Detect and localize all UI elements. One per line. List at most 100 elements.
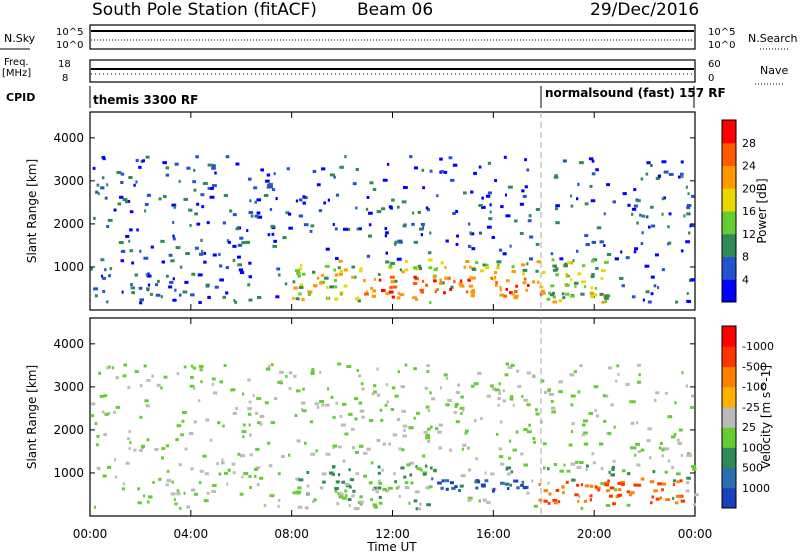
data-cell <box>463 265 466 269</box>
data-cell <box>204 472 209 476</box>
data-cell <box>96 434 100 438</box>
data-cell <box>401 448 405 452</box>
data-cell <box>336 502 340 506</box>
data-cell <box>115 405 121 409</box>
data-cell <box>490 472 495 476</box>
data-cell <box>417 210 421 214</box>
data-cell <box>361 387 365 391</box>
data-cell <box>362 279 366 283</box>
data-cell <box>690 278 696 282</box>
data-cell <box>222 295 226 299</box>
data-cell <box>372 487 376 491</box>
data-cell <box>507 487 510 491</box>
data-cell <box>169 280 174 284</box>
data-cell <box>92 166 96 170</box>
data-cell <box>430 425 433 429</box>
data-cell <box>567 261 571 265</box>
data-cell <box>639 213 642 217</box>
data-cell <box>493 488 496 492</box>
data-cell <box>577 272 582 276</box>
data-cell <box>184 447 188 451</box>
data-cell <box>368 481 373 485</box>
data-cell <box>272 244 278 248</box>
velocity-panel: 1000 2000 3000 4000 Slant Range [km] 1000 50… <box>25 317 774 517</box>
data-cell <box>430 466 433 470</box>
y-tick-label: 2000 <box>53 217 84 231</box>
data-cell <box>397 291 400 295</box>
data-cell <box>300 407 304 411</box>
data-cell <box>461 447 464 451</box>
data-cell <box>593 385 599 389</box>
data-cell <box>347 498 352 502</box>
data-cell <box>558 299 563 303</box>
data-cell <box>637 380 641 384</box>
data-cell <box>223 364 227 368</box>
colorbar-segment <box>722 165 736 189</box>
data-cell <box>366 447 371 451</box>
data-cell <box>104 412 109 416</box>
data-cell <box>147 272 150 276</box>
data-cell <box>607 432 612 436</box>
data-cell <box>417 264 422 268</box>
data-cell <box>452 211 456 215</box>
time-axis-labels: 00:00 04:00 08:00 12:00 16:00 20:00 00:00 <box>73 527 713 541</box>
data-cell <box>523 277 527 281</box>
data-cell <box>397 485 401 489</box>
data-cell <box>425 436 430 440</box>
data-cell <box>349 478 355 482</box>
data-cell <box>523 463 529 467</box>
data-cell <box>391 386 396 390</box>
data-cell <box>441 479 445 483</box>
data-cell <box>464 431 468 435</box>
data-cell <box>547 467 550 471</box>
data-cell <box>136 228 139 232</box>
data-cell <box>555 221 560 225</box>
data-cell <box>573 370 577 374</box>
data-cell <box>415 507 418 511</box>
data-cell <box>233 299 236 303</box>
data-cell <box>326 296 330 300</box>
data-cell <box>590 199 596 203</box>
data-cell <box>580 483 583 487</box>
data-cell <box>552 300 558 304</box>
data-cell <box>492 387 496 391</box>
data-cell <box>581 264 586 268</box>
colorbar-segment <box>722 233 736 257</box>
data-cell <box>127 386 131 390</box>
data-cell <box>403 475 407 479</box>
data-cell <box>565 283 570 287</box>
data-cell <box>584 234 589 238</box>
data-cell <box>358 227 362 231</box>
data-cell <box>449 287 453 291</box>
data-cell <box>271 232 275 236</box>
data-cell <box>139 415 143 419</box>
data-cell <box>494 179 498 183</box>
data-cell <box>142 494 146 498</box>
data-cell <box>165 166 170 170</box>
colorbar-frame <box>721 325 737 509</box>
data-cell <box>133 183 136 187</box>
data-cell <box>249 433 252 437</box>
freq-strip: Freq. [MHz] 18 8 60 0 Nave <box>2 57 788 85</box>
data-cell <box>247 412 252 416</box>
data-cell <box>527 219 532 223</box>
data-cell <box>103 394 108 398</box>
data-cell <box>256 483 260 487</box>
data-cell <box>469 231 472 235</box>
data-cell <box>409 426 414 430</box>
data-cell <box>319 281 324 285</box>
data-cell <box>156 383 161 387</box>
data-cell <box>357 296 360 300</box>
data-cell <box>439 386 442 390</box>
data-cell <box>120 259 125 263</box>
data-cell <box>307 290 313 294</box>
data-cell <box>395 486 399 490</box>
data-cell <box>324 264 330 268</box>
data-cell <box>455 209 459 213</box>
data-cell <box>583 419 588 423</box>
velocity-colorbar: 1000 500 100 25 -25 -100 -500 -1000 <box>721 325 774 509</box>
data-cell <box>636 463 641 467</box>
data-cell <box>571 422 575 426</box>
data-cell <box>239 236 244 240</box>
data-cell <box>686 299 690 303</box>
